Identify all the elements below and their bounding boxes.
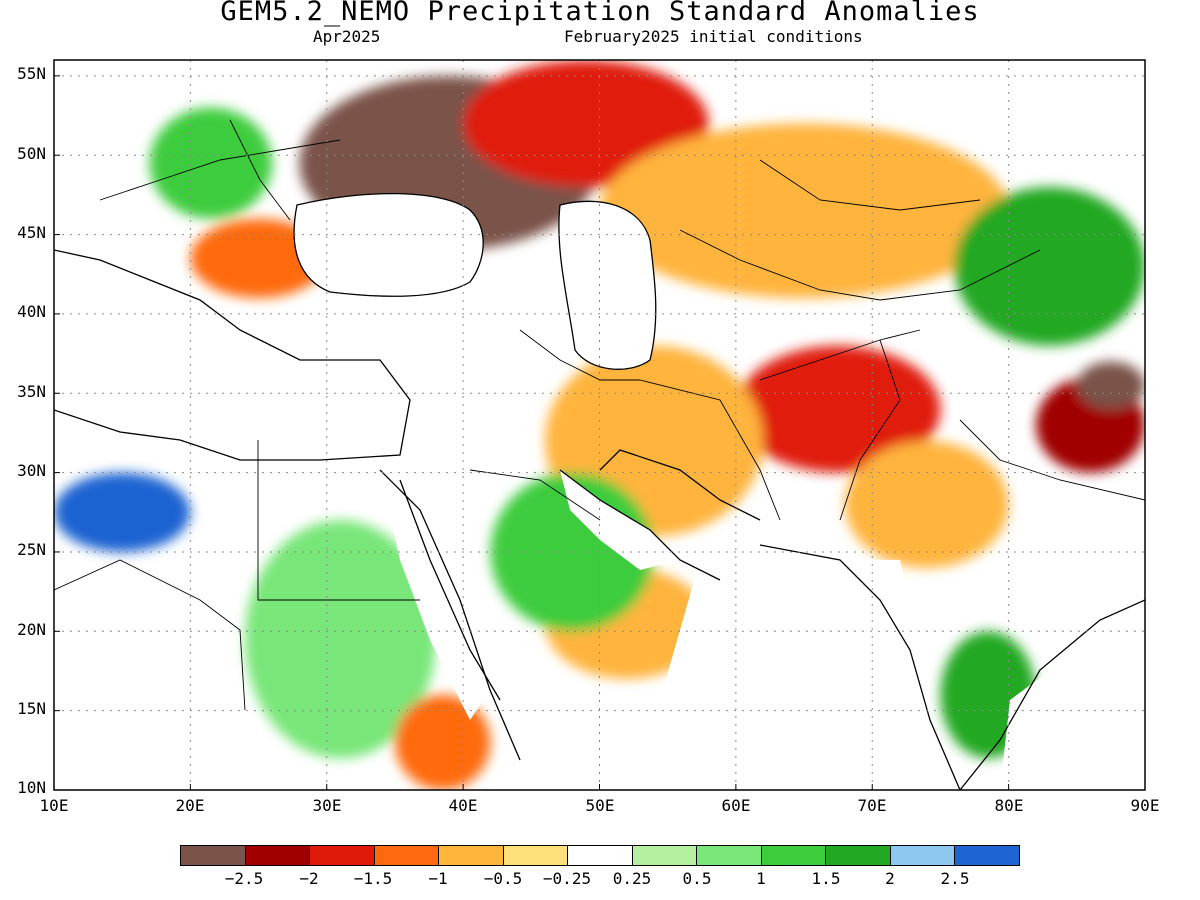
arabian-sea xyxy=(660,560,930,790)
anomaly-region xyxy=(954,186,1145,346)
colorbar-label: −0.25 xyxy=(542,869,592,888)
colorbar-swatch xyxy=(632,846,698,865)
forecast-month: Apr2025 xyxy=(313,27,381,46)
bay-of-bengal xyxy=(1000,600,1145,790)
colorbar-swatch xyxy=(374,846,440,865)
anomaly-region xyxy=(599,123,1009,299)
colorbar-swatch xyxy=(245,846,311,865)
anomaly-region xyxy=(190,218,327,299)
colorbar-swatch xyxy=(503,846,569,865)
tick-marks xyxy=(53,75,1146,791)
colorbar-label: −1.5 xyxy=(353,869,393,888)
anomaly-region xyxy=(394,694,491,790)
grid-lines xyxy=(54,60,1145,790)
mediterranean-sea xyxy=(54,360,470,470)
anomaly-region xyxy=(54,472,191,552)
black-sea xyxy=(294,193,484,297)
x-tick-label: 80E xyxy=(994,796,1024,815)
x-tick-label: 10E xyxy=(39,796,69,815)
anomaly-region xyxy=(844,440,1009,568)
colorbar-label: 2 xyxy=(885,869,895,888)
colorbar-label: −1 xyxy=(428,869,448,888)
y-tick-label: 50N xyxy=(17,144,46,163)
x-tick-label: 60E xyxy=(721,796,751,815)
initial-conditions-label: February2025 initial conditions xyxy=(564,27,863,46)
y-tick-label: 25N xyxy=(17,540,46,559)
anomaly-region xyxy=(1076,361,1145,410)
colorbar-label: 1.5 xyxy=(811,869,841,888)
x-tick-label: 40E xyxy=(448,796,478,815)
colorbar-label: 1 xyxy=(756,869,766,888)
x-tick-label: 20E xyxy=(175,796,205,815)
caspian-sea xyxy=(558,201,656,370)
anomaly-region xyxy=(735,345,941,473)
persian-gulf xyxy=(560,470,680,570)
colorbar-swatch xyxy=(310,846,375,865)
colorbar xyxy=(180,845,1020,866)
x-tick-label: 50E xyxy=(585,796,615,815)
anomaly-region xyxy=(244,520,436,759)
x-tick-label: 30E xyxy=(312,796,342,815)
colorbar-swatch xyxy=(181,846,246,865)
y-tick-label: 10N xyxy=(17,778,46,797)
colorbar-swatch xyxy=(761,846,827,865)
y-tick-label: 20N xyxy=(17,620,46,639)
y-tick-label: 45N xyxy=(17,223,46,242)
colorbar-swatch xyxy=(439,846,504,865)
coastlines xyxy=(54,192,1145,790)
colorbar-swatch xyxy=(568,846,633,865)
country-borders xyxy=(54,119,1145,711)
colorbar-swatch xyxy=(697,846,762,865)
y-tick-label: 55N xyxy=(17,64,46,83)
x-tick-label: 70E xyxy=(857,796,887,815)
y-tick-label: 35N xyxy=(17,382,46,401)
colorbar-label: −2 xyxy=(299,869,319,888)
colorbar-label: 0.25 xyxy=(612,869,652,888)
colorbar-swatch xyxy=(890,846,956,865)
y-tick-label: 30N xyxy=(17,461,46,480)
red-sea xyxy=(380,470,490,720)
y-tick-label: 15N xyxy=(17,699,46,718)
map-title: GEM5.2_NEMO Precipitation Standard Anoma… xyxy=(220,0,980,27)
colorbar-swatch xyxy=(826,846,891,865)
y-tick-label: 40N xyxy=(17,302,46,321)
colorbar-label: 0.5 xyxy=(682,869,712,888)
colorbar-label: 2.5 xyxy=(940,869,970,888)
masked-areas xyxy=(54,193,1145,790)
colorbar-label: −0.5 xyxy=(483,869,523,888)
colorbar-swatch xyxy=(955,846,1019,865)
x-tick-label: 90E xyxy=(1130,796,1160,815)
colorbar-label: −2.5 xyxy=(224,869,264,888)
